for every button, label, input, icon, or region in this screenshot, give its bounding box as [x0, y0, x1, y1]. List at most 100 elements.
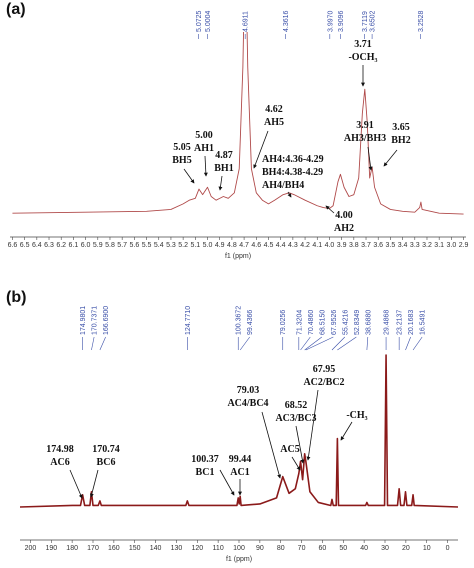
- peak-annotation: 4.87: [215, 150, 233, 161]
- peak-annotation: AC6: [50, 457, 69, 468]
- x-tick-label: 5.7: [117, 242, 127, 249]
- peak-annotation: BH1: [214, 163, 233, 174]
- annotation-arrow: [287, 191, 292, 198]
- peak-label: 68.5150: [319, 310, 326, 335]
- peak-label: 5.0004: [205, 10, 212, 32]
- peak-annotation: AC1: [230, 467, 249, 478]
- x-tick-label: 150: [129, 545, 141, 552]
- x-tick-label: 160: [108, 545, 120, 552]
- annotation-arrow: [203, 155, 208, 177]
- x-axis-title: f1 (ppm): [225, 253, 251, 260]
- peak-connector: [91, 336, 95, 351]
- spectrum-line: [19, 354, 459, 508]
- x-tick-label: 4.0: [325, 242, 335, 249]
- x-tick-label: 6.3: [44, 242, 54, 249]
- peak-connector: [305, 336, 334, 351]
- peak-annotation: BC6: [97, 457, 116, 468]
- x-tick-label: 5.9: [93, 242, 103, 249]
- x-tick-label: 5.0: [203, 242, 213, 249]
- peak-label: 170.7371: [92, 306, 99, 335]
- peak-connector: [366, 336, 369, 351]
- peak-label: 166.6900: [103, 306, 110, 335]
- peak-connector: [337, 336, 357, 351]
- peak-label: 16.5491: [420, 310, 427, 335]
- x-tick-label: 5.1: [190, 242, 200, 249]
- peak-label: 124.7710: [185, 306, 192, 335]
- x-tick-label: 3.4: [398, 242, 408, 249]
- x-tick-label: 4.8: [227, 242, 237, 249]
- peak-annotation: AH4/BH4: [262, 180, 304, 191]
- annotation-arrow: [69, 469, 83, 499]
- x-tick-label: 90: [256, 545, 264, 552]
- peak-label: 3.9970: [327, 10, 334, 32]
- x-tick-label: 70: [298, 545, 306, 552]
- x-tick-label: 6.1: [69, 242, 79, 249]
- x-tick-label: 200: [25, 545, 37, 552]
- x-tick-label: 40: [360, 545, 368, 552]
- peak-label: 38.6880: [365, 310, 372, 335]
- peak-label: 23.2137: [397, 310, 404, 335]
- peak-annotation: 99.44: [229, 454, 252, 465]
- peak-annotation: 174.98: [46, 444, 74, 455]
- peak-label: 79.0256: [280, 310, 287, 335]
- peak-annotation: BC1: [196, 467, 215, 478]
- x-tick-label: 3.0: [447, 242, 457, 249]
- peak-connector: [239, 336, 250, 351]
- peak-annotation: 170.74: [92, 444, 120, 455]
- x-tick-label: 4.5: [264, 242, 274, 249]
- peak-annotation: AC2/BC2: [303, 377, 344, 388]
- x-tick-label: 5.5: [142, 242, 152, 249]
- annotation-arrow: [253, 130, 269, 169]
- x-tick-label: 80: [277, 545, 285, 552]
- x-tick-label: 4.6: [251, 242, 261, 249]
- peak-annotation: AC3/BC3: [275, 413, 316, 424]
- x-tick-label: 0: [446, 545, 450, 552]
- x-tick-label: 50: [339, 545, 347, 552]
- peak-label: 3.7119: [362, 11, 369, 32]
- annotation-arrow: [261, 411, 282, 479]
- peak-annotation: 5.05: [173, 142, 191, 153]
- x-tick-label: 100: [233, 545, 245, 552]
- annotation-arrow: [89, 469, 99, 498]
- x-tick-label: 3.1: [434, 242, 444, 249]
- x-tick-label: 180: [66, 545, 78, 552]
- x-axis-title: f1 (ppm): [226, 556, 252, 563]
- x-tick-label: 3.9: [337, 242, 347, 249]
- x-tick-label: 5.4: [154, 242, 164, 249]
- x-tick-label: 2.9: [459, 242, 469, 249]
- x-tick-label: 5.6: [129, 242, 139, 249]
- peak-annotation: 5.00: [195, 130, 213, 141]
- annotation-arrow: [219, 469, 235, 496]
- annotation-arrow: [306, 389, 319, 461]
- x-tick-label: 4.3: [288, 242, 298, 249]
- x-tick-label: 3.5: [386, 242, 396, 249]
- peak-connector: [99, 336, 106, 351]
- peak-annotation: AC4/BC4: [227, 398, 268, 409]
- peak-connector: [405, 336, 411, 351]
- annotation-arrow: [295, 425, 305, 464]
- x-tick-label: 3.2: [422, 242, 432, 249]
- peak-label: 20.1683: [408, 310, 415, 335]
- panel-label: (a): [6, 1, 26, 18]
- peak-annotation: 67.95: [313, 364, 336, 375]
- peak-annotation: -OCH₃: [348, 52, 377, 63]
- x-tick-label: 3.7: [361, 242, 371, 249]
- peak-label: 174.9801: [80, 306, 87, 335]
- peak-annotation: 3.65: [392, 122, 410, 133]
- peak-connector: [331, 336, 346, 351]
- x-tick-label: 60: [319, 545, 327, 552]
- x-tick-label: 4.9: [215, 242, 225, 249]
- x-tick-label: 3.6: [373, 242, 383, 249]
- x-tick-label: 6.4: [32, 242, 42, 249]
- annotation-arrow: [183, 168, 195, 184]
- peak-connector: [304, 336, 322, 351]
- spectrum-line: [12, 32, 464, 215]
- annotation-arrow: [325, 205, 335, 214]
- peak-annotation: AH2: [334, 223, 354, 234]
- x-tick-label: 6.0: [81, 242, 91, 249]
- peak-label: 99.4366: [247, 310, 254, 335]
- peak-annotation: 4.00: [335, 210, 353, 221]
- peak-label: 100.3672: [236, 306, 243, 335]
- peak-label: 3.6502: [370, 10, 377, 32]
